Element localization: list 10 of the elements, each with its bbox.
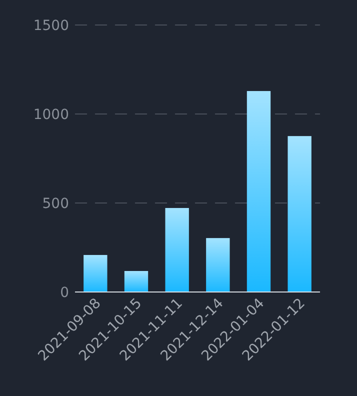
bar [206,238,230,292]
bar [124,270,148,292]
bar [246,91,271,292]
y-tick-label: 500 [42,196,69,212]
bar [288,136,312,292]
y-tick-label: 1500 [33,18,69,34]
y-tick-label: 1000 [33,106,69,123]
bar [84,254,108,292]
y-tick-label: 0 [60,284,69,301]
bar [165,208,189,292]
